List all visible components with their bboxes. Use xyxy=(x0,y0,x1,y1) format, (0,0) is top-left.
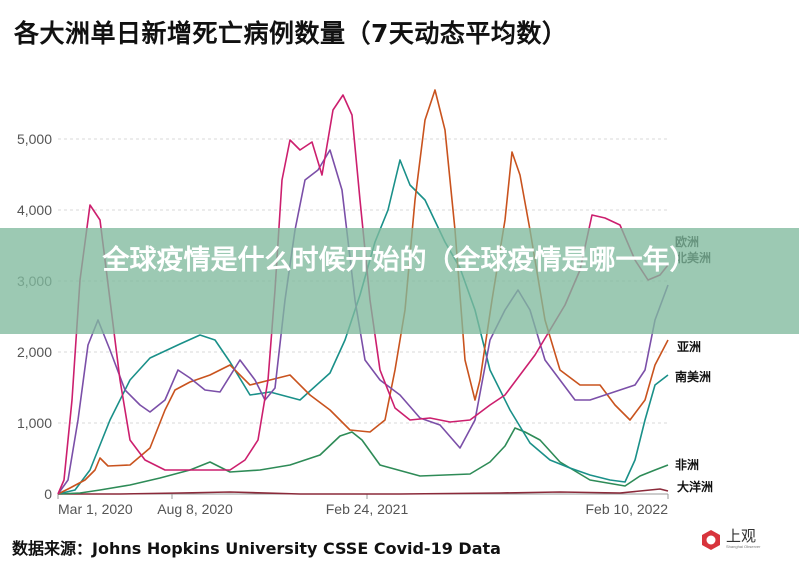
x-tick-aug-2020: Aug 8, 2020 xyxy=(157,501,233,517)
x-tick-feb-2022: Feb 10, 2022 xyxy=(585,501,668,517)
y-tick-5000: 5,000 xyxy=(17,131,52,147)
series-south-america xyxy=(57,159,669,495)
shanghai-observer-logo: 上观 Shanghai Observer xyxy=(700,525,770,555)
logo-subtitle: Shanghai Observer xyxy=(726,544,761,549)
y-tick-4000: 4,000 xyxy=(17,202,52,218)
series-oceania xyxy=(58,488,669,495)
logo-name: 上观 xyxy=(726,527,757,545)
label-asia: 亚洲 xyxy=(677,340,701,354)
x-axis-ticks xyxy=(57,494,669,499)
series-north-america xyxy=(57,149,669,495)
chart-title: 各大洲单日新增死亡病例数量（7天动态平均数） xyxy=(14,19,568,48)
overlay-banner-text: 全球疫情是什么时候开始的（全球疫情是哪一年） xyxy=(102,245,697,276)
label-oceania: 大洋洲 xyxy=(677,479,713,494)
data-source: 数据来源：Johns Hopkins University CSSE Covid… xyxy=(12,539,501,558)
y-tick-2000: 2,000 xyxy=(17,344,52,360)
overlay-banner xyxy=(0,228,799,334)
x-tick-feb-2021: Feb 24, 2021 xyxy=(326,501,409,517)
series-africa xyxy=(57,427,669,495)
y-tick-1000: 1,000 xyxy=(17,415,52,431)
hexagon-logo-icon xyxy=(702,530,720,550)
label-africa: 非洲 xyxy=(675,457,699,472)
label-south-america: 南美洲 xyxy=(675,369,711,384)
y-tick-0: 0 xyxy=(44,486,52,502)
x-tick-mar-2020: Mar 1, 2020 xyxy=(58,501,133,517)
